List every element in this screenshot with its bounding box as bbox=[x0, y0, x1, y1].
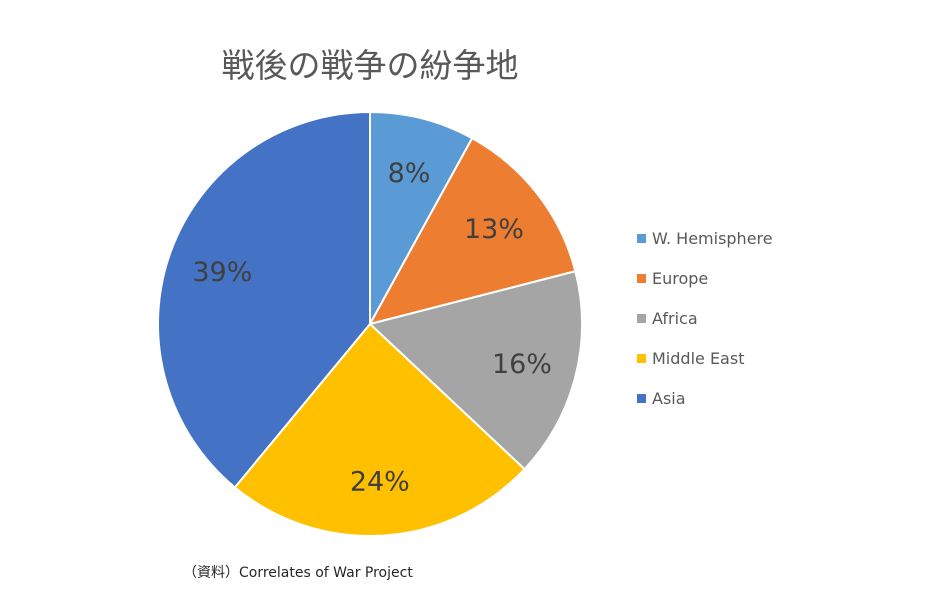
pie-value-labels: 8% 13% 16% 24% 39% bbox=[192, 158, 552, 498]
legend-swatch bbox=[637, 354, 646, 363]
slice-value-label: 16% bbox=[492, 349, 552, 380]
legend-label: Middle East bbox=[652, 349, 744, 368]
slice-value-label: 24% bbox=[350, 467, 410, 498]
pie-slice-middle-east bbox=[233, 322, 526, 537]
pie-slices bbox=[157, 110, 583, 537]
legend-label: Asia bbox=[652, 389, 686, 408]
legend-swatch bbox=[637, 394, 646, 403]
slice-value-label: 8% bbox=[388, 158, 431, 189]
slice-value-label: 13% bbox=[464, 214, 524, 245]
legend-label: W. Hemisphere bbox=[652, 229, 773, 248]
pie-slice-asia bbox=[157, 110, 371, 489]
legend-swatch bbox=[637, 274, 646, 283]
source-note: （資料）Correlates of War Project bbox=[183, 565, 413, 581]
pie-slice-w-hemisphere bbox=[369, 110, 474, 325]
legend-swatch bbox=[637, 234, 646, 243]
legend-label: Europe bbox=[652, 269, 708, 288]
chart-title: 戦後の戦争の紛争地 bbox=[222, 46, 519, 85]
pie-slice-africa bbox=[367, 270, 583, 471]
pie-slice-europe bbox=[368, 136, 577, 326]
legend: W. Hemisphere Europe Africa Middle East Asia bbox=[637, 229, 773, 408]
legend-label: Africa bbox=[652, 309, 698, 328]
legend-swatch bbox=[637, 314, 646, 323]
slice-value-label: 39% bbox=[192, 257, 252, 288]
